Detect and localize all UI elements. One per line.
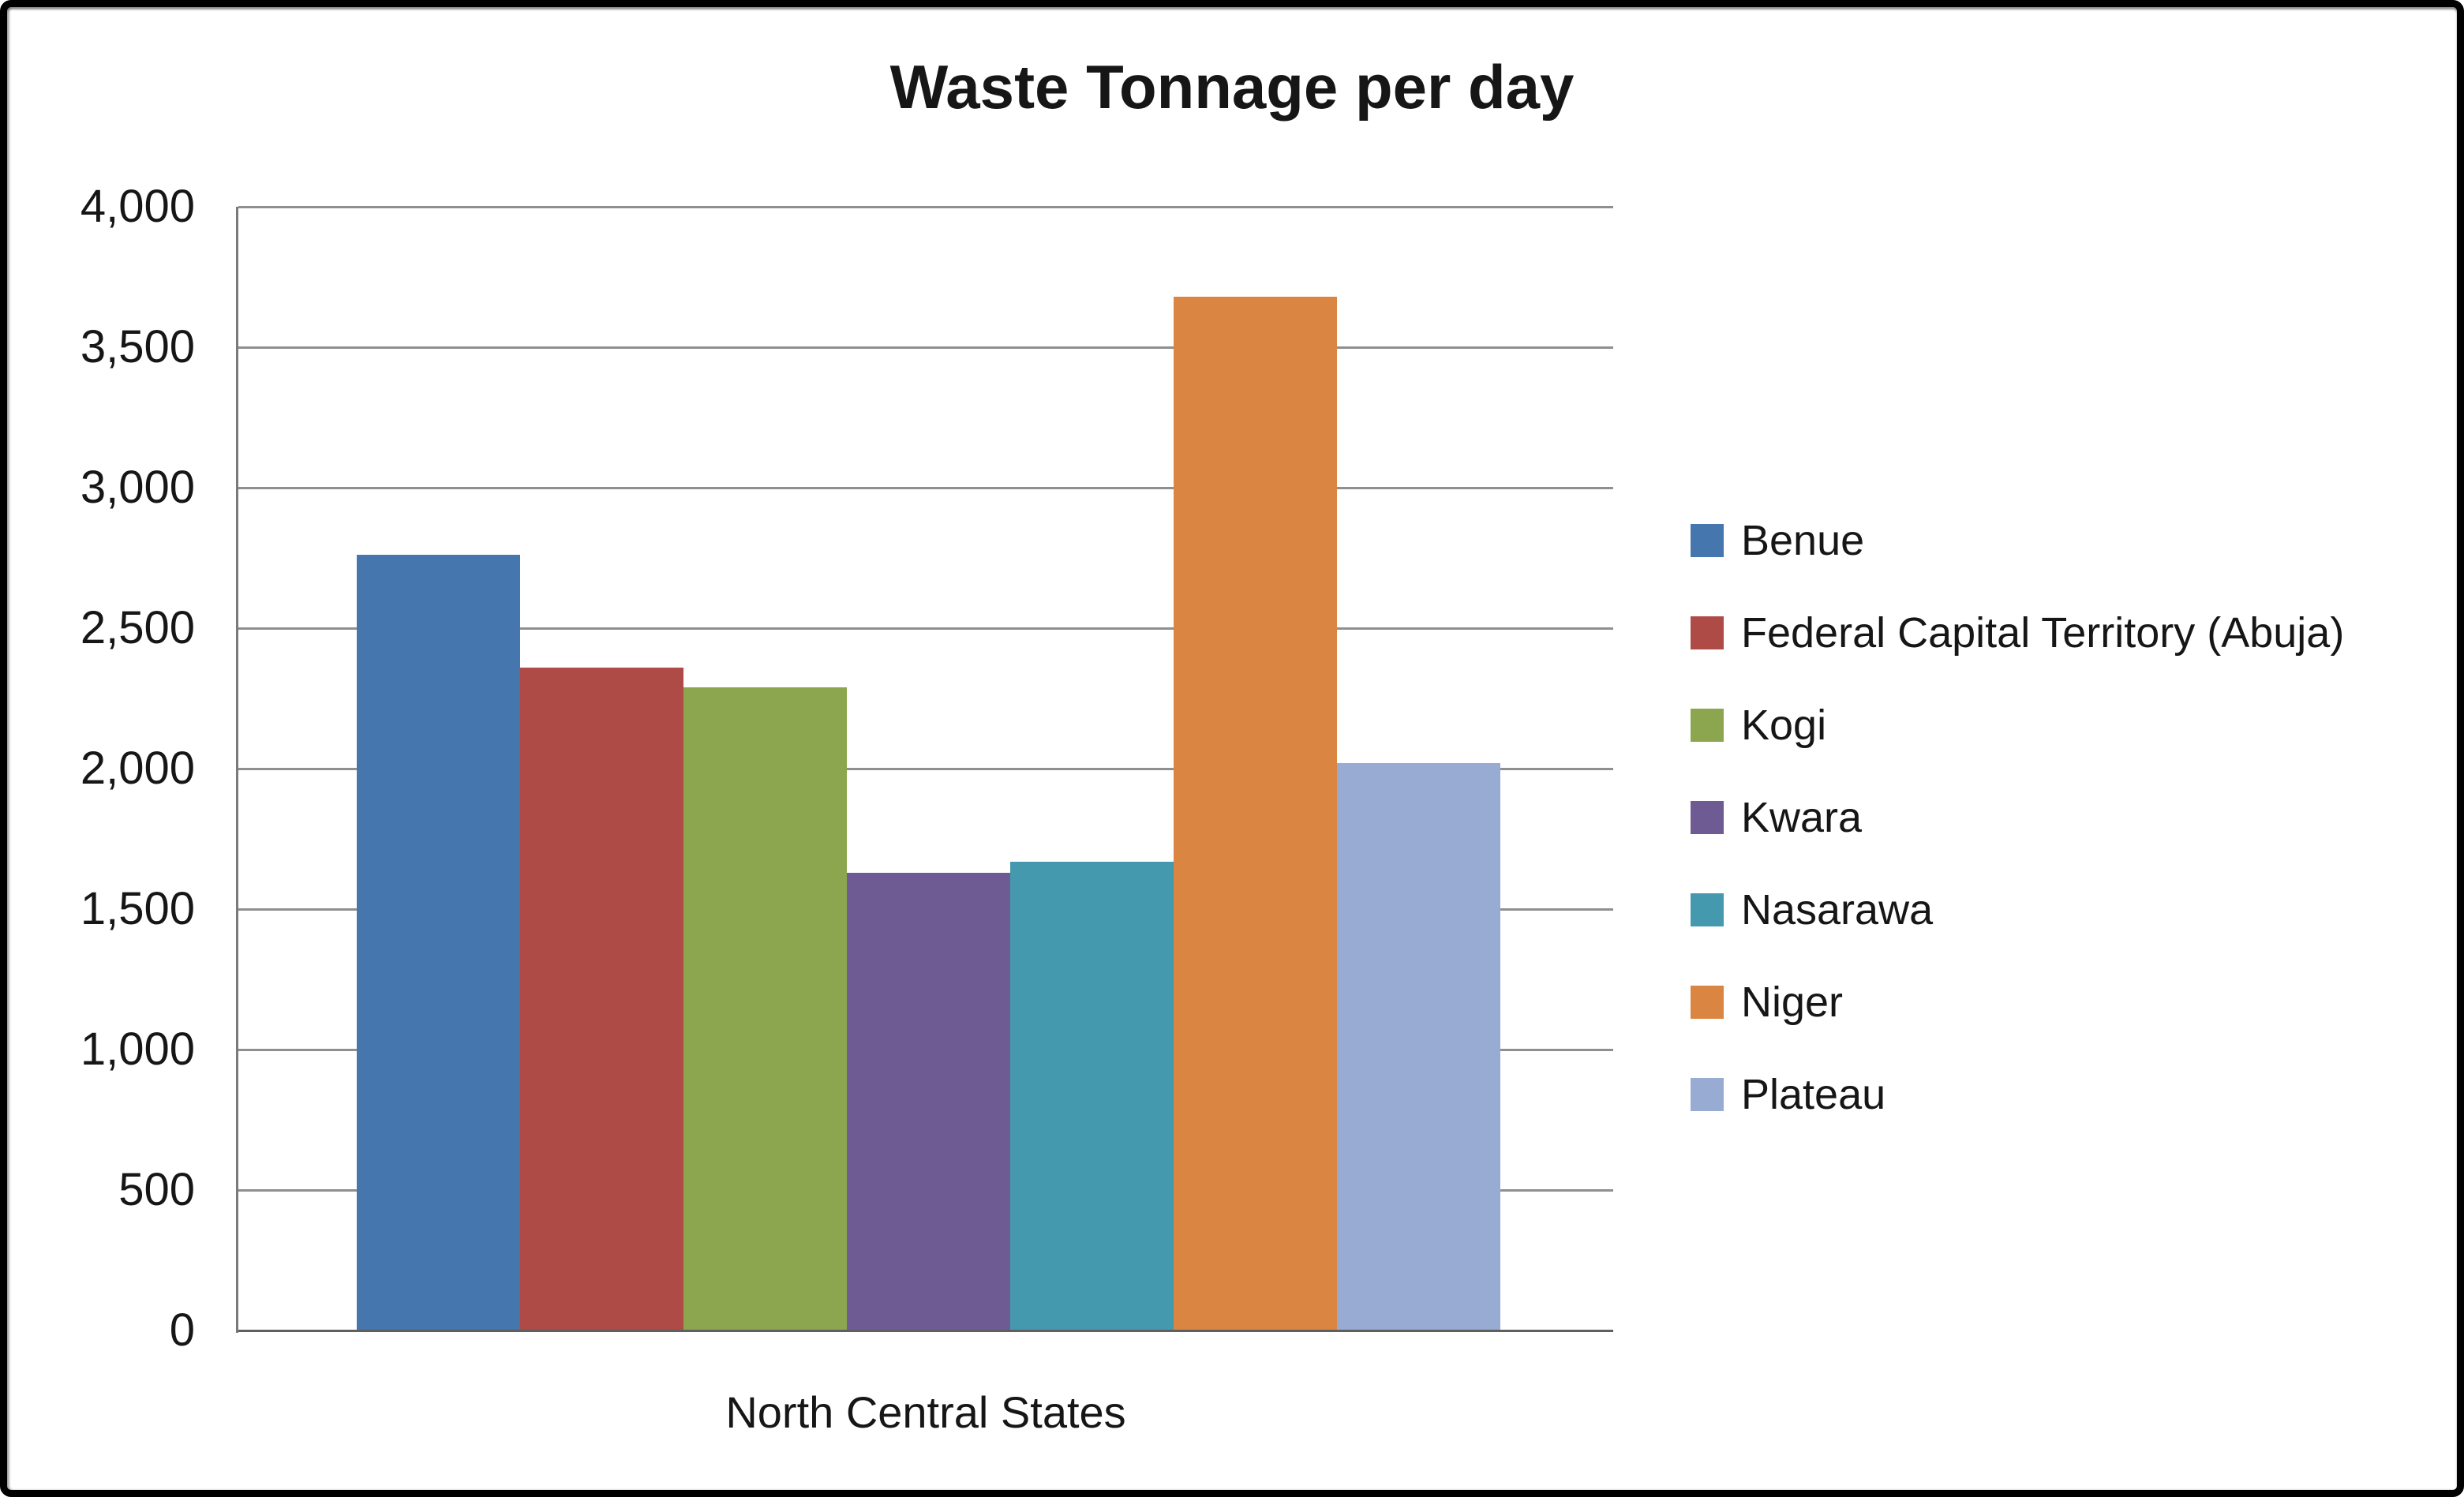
legend-swatch-kwara [1691, 800, 1724, 834]
legend-swatch-kogi [1691, 708, 1724, 742]
legend-label: Benue [1741, 516, 1865, 564]
bar-niger [1174, 296, 1337, 1330]
legend-swatch-niger [1691, 985, 1724, 1019]
y-tick-label-3000: 3,000 [80, 462, 195, 513]
y-axis-line [236, 207, 238, 1333]
gridline-2500 [238, 627, 1613, 630]
legend-label: Nasarawa [1741, 885, 1934, 934]
legend: Benue Federal Capital Territory (Abuja) Ko… [1691, 494, 2344, 1140]
bar-nasarawa [1010, 861, 1174, 1330]
gridline-3500 [238, 346, 1613, 349]
legend-item-benue: Benue [1691, 494, 2344, 586]
legend-label: Niger [1741, 978, 1844, 1026]
bar-federal-capital-territory-abuja [520, 667, 683, 1330]
legend-item-kogi: Kogi [1691, 679, 2344, 771]
y-tick-label-1000: 1,000 [80, 1024, 195, 1075]
legend-swatch-federal-capital-territory-abuja [1691, 616, 1724, 649]
y-tick-label-500: 500 [118, 1164, 195, 1215]
plot-area [236, 205, 1613, 1333]
bar-kwara [847, 872, 1010, 1330]
y-axis-tick-labels: 0 500 1,000 1,500 2,000 2,500 3,000 3,500 4,000 [7, 181, 195, 1356]
legend-item-kwara: Kwara [1691, 771, 2344, 863]
legend-label: Federal Capital Territory (Abuja) [1741, 608, 2345, 657]
legend-item-federal-capital-territory-abuja: Federal Capital Territory (Abuja) [1691, 586, 2344, 679]
y-tick-label-2000: 2,000 [80, 743, 195, 794]
chart-title: Waste Tonnage per day [889, 52, 1575, 122]
bar-plateau [1337, 762, 1500, 1330]
y-tick-label-2500: 2,500 [80, 602, 195, 653]
bar-kogi [683, 687, 847, 1330]
legend-label: Kogi [1741, 701, 1827, 749]
legend-label: Kwara [1741, 793, 1863, 841]
y-tick-label-3500: 3,500 [80, 321, 195, 372]
legend-item-niger: Niger [1691, 956, 2344, 1048]
legend-item-plateau: Plateau [1691, 1048, 2344, 1140]
y-tick-label-0: 0 [169, 1304, 195, 1356]
legend-item-nasarawa: Nasarawa [1691, 863, 2344, 956]
y-tick-label-1500: 1,500 [80, 883, 195, 934]
y-tick-label-4000: 4,000 [80, 181, 195, 232]
legend-swatch-nasarawa [1691, 893, 1724, 926]
x-axis-line [238, 1329, 1613, 1332]
gridline-3000 [238, 486, 1613, 489]
gridline-4000 [238, 205, 1613, 208]
x-axis-label: North Central States [725, 1387, 1126, 1437]
gridline-2000 [238, 767, 1613, 770]
bar-benue [357, 555, 520, 1330]
legend-swatch-benue [1691, 523, 1724, 557]
legend-label: Plateau [1741, 1070, 1886, 1118]
legend-swatch-plateau [1691, 1077, 1724, 1111]
